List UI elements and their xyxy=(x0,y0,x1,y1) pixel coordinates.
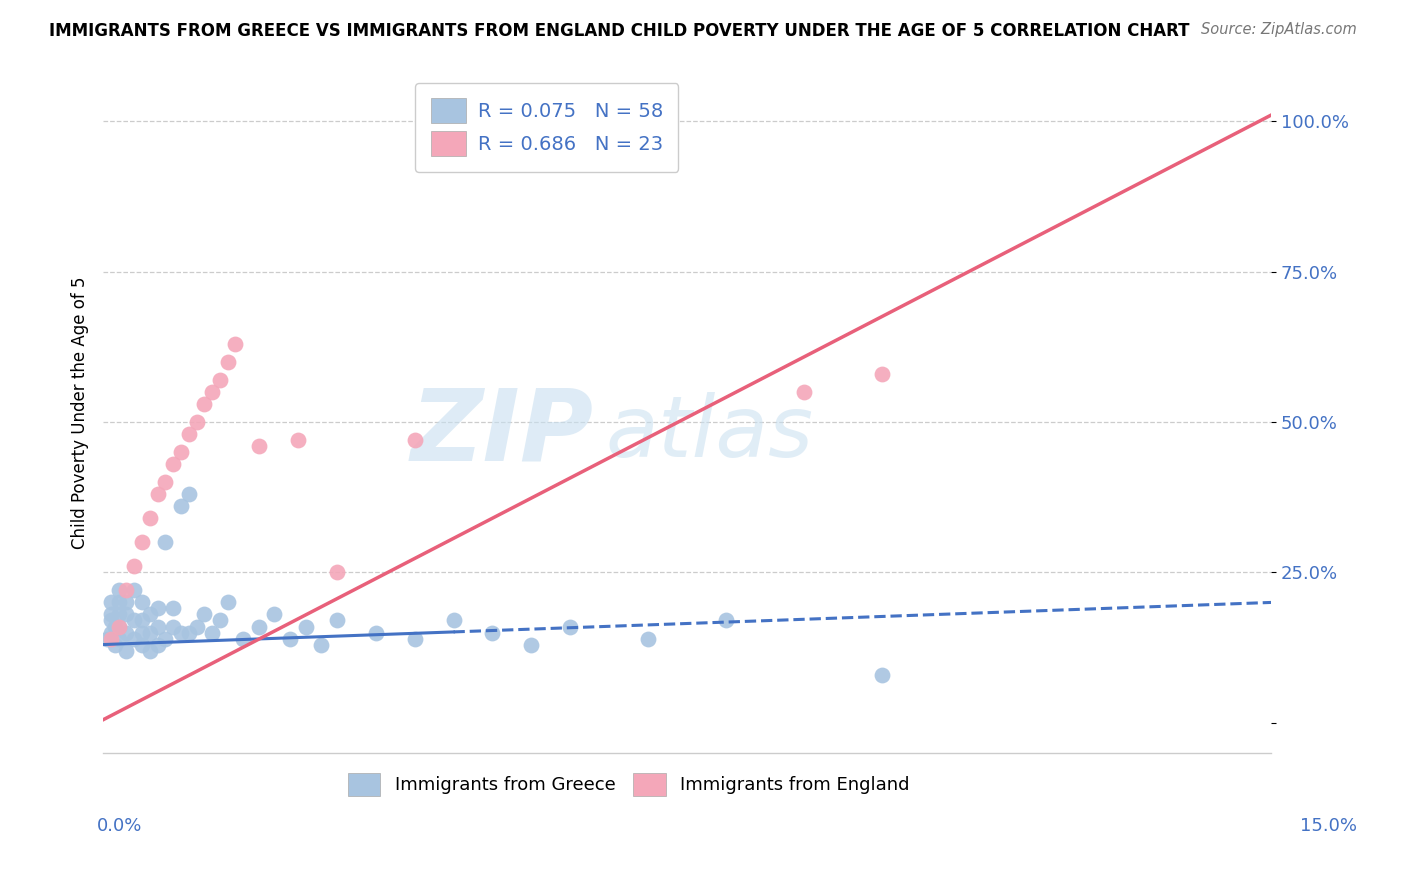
Point xyxy=(115,607,138,622)
Point xyxy=(107,619,129,633)
Point xyxy=(155,632,177,646)
Point xyxy=(107,607,129,622)
Point xyxy=(309,638,332,652)
Point xyxy=(170,499,193,513)
Point xyxy=(155,475,177,489)
Point xyxy=(104,619,127,633)
Point xyxy=(364,625,387,640)
Point xyxy=(870,367,893,381)
Point xyxy=(146,487,169,501)
Point xyxy=(124,559,146,574)
Point xyxy=(217,355,239,369)
Point xyxy=(124,614,146,628)
Point xyxy=(404,632,426,646)
Point xyxy=(193,397,215,411)
Point xyxy=(247,439,270,453)
Point xyxy=(637,632,659,646)
Point xyxy=(96,632,118,646)
Text: Source: ZipAtlas.com: Source: ZipAtlas.com xyxy=(1201,22,1357,37)
Point xyxy=(162,619,184,633)
Point xyxy=(146,601,169,615)
Point xyxy=(263,607,285,622)
Point xyxy=(115,625,138,640)
Point xyxy=(325,566,347,580)
Point xyxy=(208,614,231,628)
Point xyxy=(100,607,122,622)
Point xyxy=(481,625,503,640)
Point xyxy=(139,511,162,525)
Text: IMMIGRANTS FROM GREECE VS IMMIGRANTS FROM ENGLAND CHILD POVERTY UNDER THE AGE OF: IMMIGRANTS FROM GREECE VS IMMIGRANTS FRO… xyxy=(49,22,1189,40)
Point xyxy=(325,614,347,628)
Point xyxy=(193,607,215,622)
Point xyxy=(100,595,122,609)
Point xyxy=(793,384,815,399)
Text: ZIP: ZIP xyxy=(411,384,593,482)
Point xyxy=(186,619,208,633)
Point xyxy=(162,457,184,471)
Point xyxy=(177,625,200,640)
Point xyxy=(107,632,129,646)
Point xyxy=(131,535,153,549)
Point xyxy=(232,632,254,646)
Point xyxy=(294,619,316,633)
Point xyxy=(278,632,301,646)
Point xyxy=(131,638,153,652)
Point xyxy=(107,583,129,598)
Point xyxy=(404,433,426,447)
Point xyxy=(201,625,224,640)
Point xyxy=(870,667,893,681)
Point xyxy=(115,583,138,598)
Point xyxy=(170,445,193,459)
Point xyxy=(224,336,246,351)
Point xyxy=(443,614,465,628)
Point xyxy=(155,535,177,549)
Legend: Immigrants from Greece, Immigrants from England: Immigrants from Greece, Immigrants from … xyxy=(339,764,920,805)
Point xyxy=(186,415,208,429)
Y-axis label: Child Poverty Under the Age of 5: Child Poverty Under the Age of 5 xyxy=(72,277,89,549)
Point xyxy=(139,643,162,657)
Text: 15.0%: 15.0% xyxy=(1301,817,1357,835)
Point xyxy=(560,619,582,633)
Point xyxy=(124,583,146,598)
Point xyxy=(146,619,169,633)
Point xyxy=(131,595,153,609)
Point xyxy=(104,638,127,652)
Point xyxy=(177,427,200,442)
Point xyxy=(139,607,162,622)
Point xyxy=(247,619,270,633)
Text: 0.0%: 0.0% xyxy=(97,817,142,835)
Point xyxy=(177,487,200,501)
Point xyxy=(124,632,146,646)
Point xyxy=(287,433,309,447)
Point xyxy=(217,595,239,609)
Point xyxy=(170,625,193,640)
Point xyxy=(100,614,122,628)
Point xyxy=(100,632,122,646)
Point xyxy=(162,601,184,615)
Point xyxy=(520,638,543,652)
Point xyxy=(115,643,138,657)
Point xyxy=(139,625,162,640)
Point xyxy=(208,373,231,387)
Point xyxy=(131,614,153,628)
Point xyxy=(146,638,169,652)
Point xyxy=(115,595,138,609)
Point xyxy=(100,625,122,640)
Text: atlas: atlas xyxy=(606,392,813,475)
Point xyxy=(131,625,153,640)
Point xyxy=(107,595,129,609)
Point xyxy=(107,619,129,633)
Point xyxy=(201,384,224,399)
Point xyxy=(714,614,737,628)
